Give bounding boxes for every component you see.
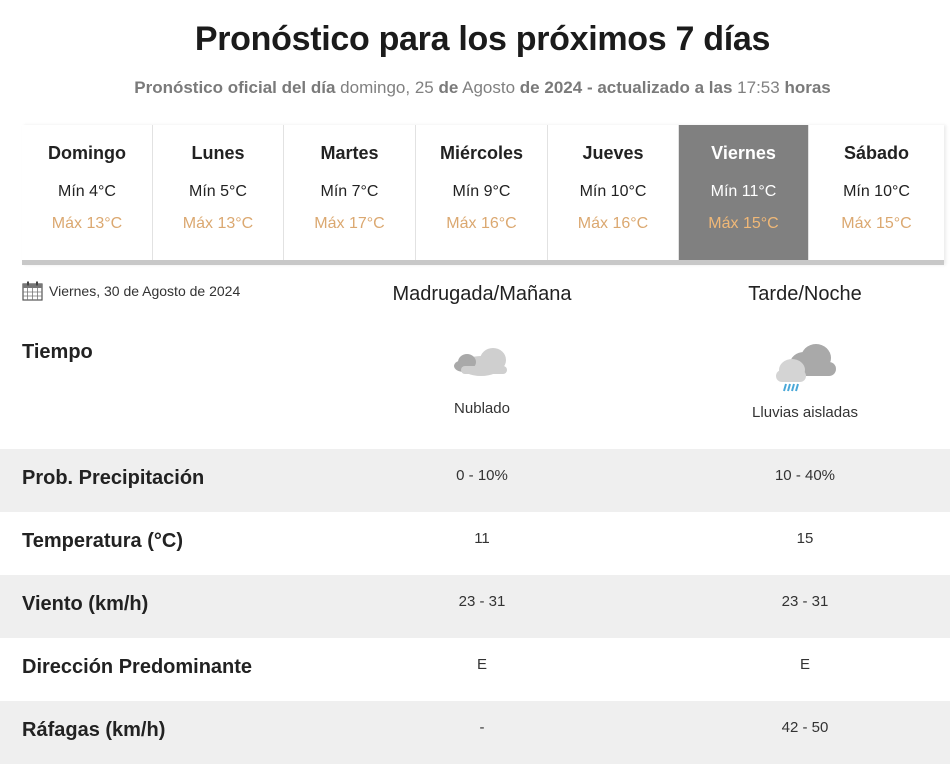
row-value-evening: 23 - 31 <box>781 593 829 610</box>
day-max-temp: Máx 13°C <box>182 215 254 232</box>
day-tab-jueves[interactable]: Jueves Mín 10°C Máx 16°C <box>548 125 679 260</box>
forecast-table: Prob. Precipitación 0 - 10% 10 - 40% Tem… <box>0 449 950 764</box>
day-tab-martes[interactable]: Martes Mín 7°C Máx 17°C <box>284 125 416 260</box>
day-tabs: Domingo Mín 4°C Máx 13°C Lunes Mín 5°C M… <box>22 125 944 265</box>
day-name: Martes <box>320 143 379 163</box>
day-max-temp: Máx 15°C <box>841 215 912 232</box>
table-row-direction: Dirección Predominante E E <box>0 638 950 701</box>
day-name: Viernes <box>711 143 776 163</box>
day-min-temp: Mín 9°C <box>452 183 511 200</box>
subtitle-weekday: domingo, 25 <box>340 78 434 97</box>
subtitle-de: de <box>519 78 540 97</box>
selected-date: Viernes, 30 de Agosto de 2024 <box>22 281 240 301</box>
row-value-morning: 11 <box>474 530 490 547</box>
row-value-morning: E <box>476 656 487 673</box>
day-tab-sabado[interactable]: Sábado Mín 10°C Máx 15°C <box>809 125 944 260</box>
subtitle-suffix: horas <box>784 78 831 97</box>
day-tab-domingo[interactable]: Domingo Mín 4°C Máx 13°C <box>22 125 153 260</box>
day-min-temp: Mín 4°C <box>58 183 116 200</box>
subtitle-month: Agosto <box>462 78 516 97</box>
subtitle-year: 2024 <box>544 78 583 97</box>
row-label: Dirección Predominante <box>22 656 253 678</box>
table-row-precipitation: Prob. Precipitación 0 - 10% 10 - 40% <box>0 449 950 512</box>
row-value-morning: 0 - 10% <box>456 467 508 484</box>
table-row-gusts: Ráfagas (km/h) - 42 - 50 <box>0 701 950 764</box>
subtitle-updated: - actualizado a las <box>586 78 733 97</box>
day-min-temp: Mín 10°C <box>843 183 910 200</box>
day-name: Miércoles <box>439 143 524 163</box>
weather-evening: Lluvias aisladas <box>655 340 950 421</box>
row-value-morning: - <box>479 719 485 736</box>
column-header-morning: Madrugada/Mañana <box>392 283 572 305</box>
row-value-evening: 15 <box>796 530 814 547</box>
row-value-morning: 23 - 31 <box>458 593 506 610</box>
page-title: Pronóstico para los próximos 7 días <box>194 20 771 58</box>
day-min-temp: Mín 5°C <box>189 183 247 200</box>
weather-desc: Nublado <box>454 400 510 417</box>
day-tab-lunes[interactable]: Lunes Mín 5°C Máx 13°C <box>153 125 284 260</box>
day-name: Lunes <box>191 143 245 163</box>
column-header-evening: Tarde/Noche <box>748 283 862 305</box>
weather-desc: Lluvias aisladas <box>752 404 858 421</box>
cloudy-icon <box>454 348 507 376</box>
day-max-temp: Máx 15°C <box>708 215 779 232</box>
selected-date-text: Viernes, 30 de Agosto de 2024 <box>49 283 241 299</box>
table-row-wind: Viento (km/h) 23 - 31 23 - 31 <box>0 575 950 638</box>
row-label: Ráfagas (km/h) <box>22 719 166 741</box>
table-row-temperature: Temperatura (°C) 11 15 <box>0 512 950 575</box>
day-min-temp: Mín 7°C <box>320 183 379 200</box>
day-min-temp: Mín 11°C <box>710 183 777 200</box>
day-tab-miercoles[interactable]: Miércoles Mín 9°C Máx 16°C <box>416 125 548 260</box>
row-label: Prob. Precipitación <box>22 467 205 489</box>
isolated-rain-icon <box>776 344 836 392</box>
subtitle-time: 17:53 <box>737 78 780 97</box>
forecast-subtitle: Pronóstico oficial del día domingo, 25 d… <box>0 78 950 98</box>
subtitle-de: de <box>438 78 459 97</box>
row-label: Viento (km/h) <box>22 593 149 615</box>
day-name: Sábado <box>843 143 909 163</box>
calendar-icon <box>22 281 43 301</box>
row-value-evening: E <box>799 656 810 673</box>
tiempo-label: Tiempo <box>22 341 93 363</box>
day-max-temp: Máx 16°C <box>446 215 517 232</box>
day-tab-viernes[interactable]: Viernes Mín 11°C Máx 15°C <box>679 125 809 260</box>
day-name: Jueves <box>582 143 644 163</box>
subtitle-prefix: Pronóstico oficial del día <box>134 78 336 97</box>
day-min-temp: Mín 10°C <box>579 183 647 200</box>
row-label: Temperatura (°C) <box>22 530 183 552</box>
day-name: Domingo <box>48 143 126 163</box>
row-value-evening: 42 - 50 <box>781 719 829 736</box>
row-value-evening: 10 - 40% <box>774 467 836 484</box>
day-max-temp: Máx 16°C <box>577 215 649 232</box>
day-max-temp: Máx 17°C <box>314 215 385 232</box>
day-max-temp: Máx 13°C <box>51 215 123 232</box>
weather-morning: Nublado <box>332 340 632 417</box>
